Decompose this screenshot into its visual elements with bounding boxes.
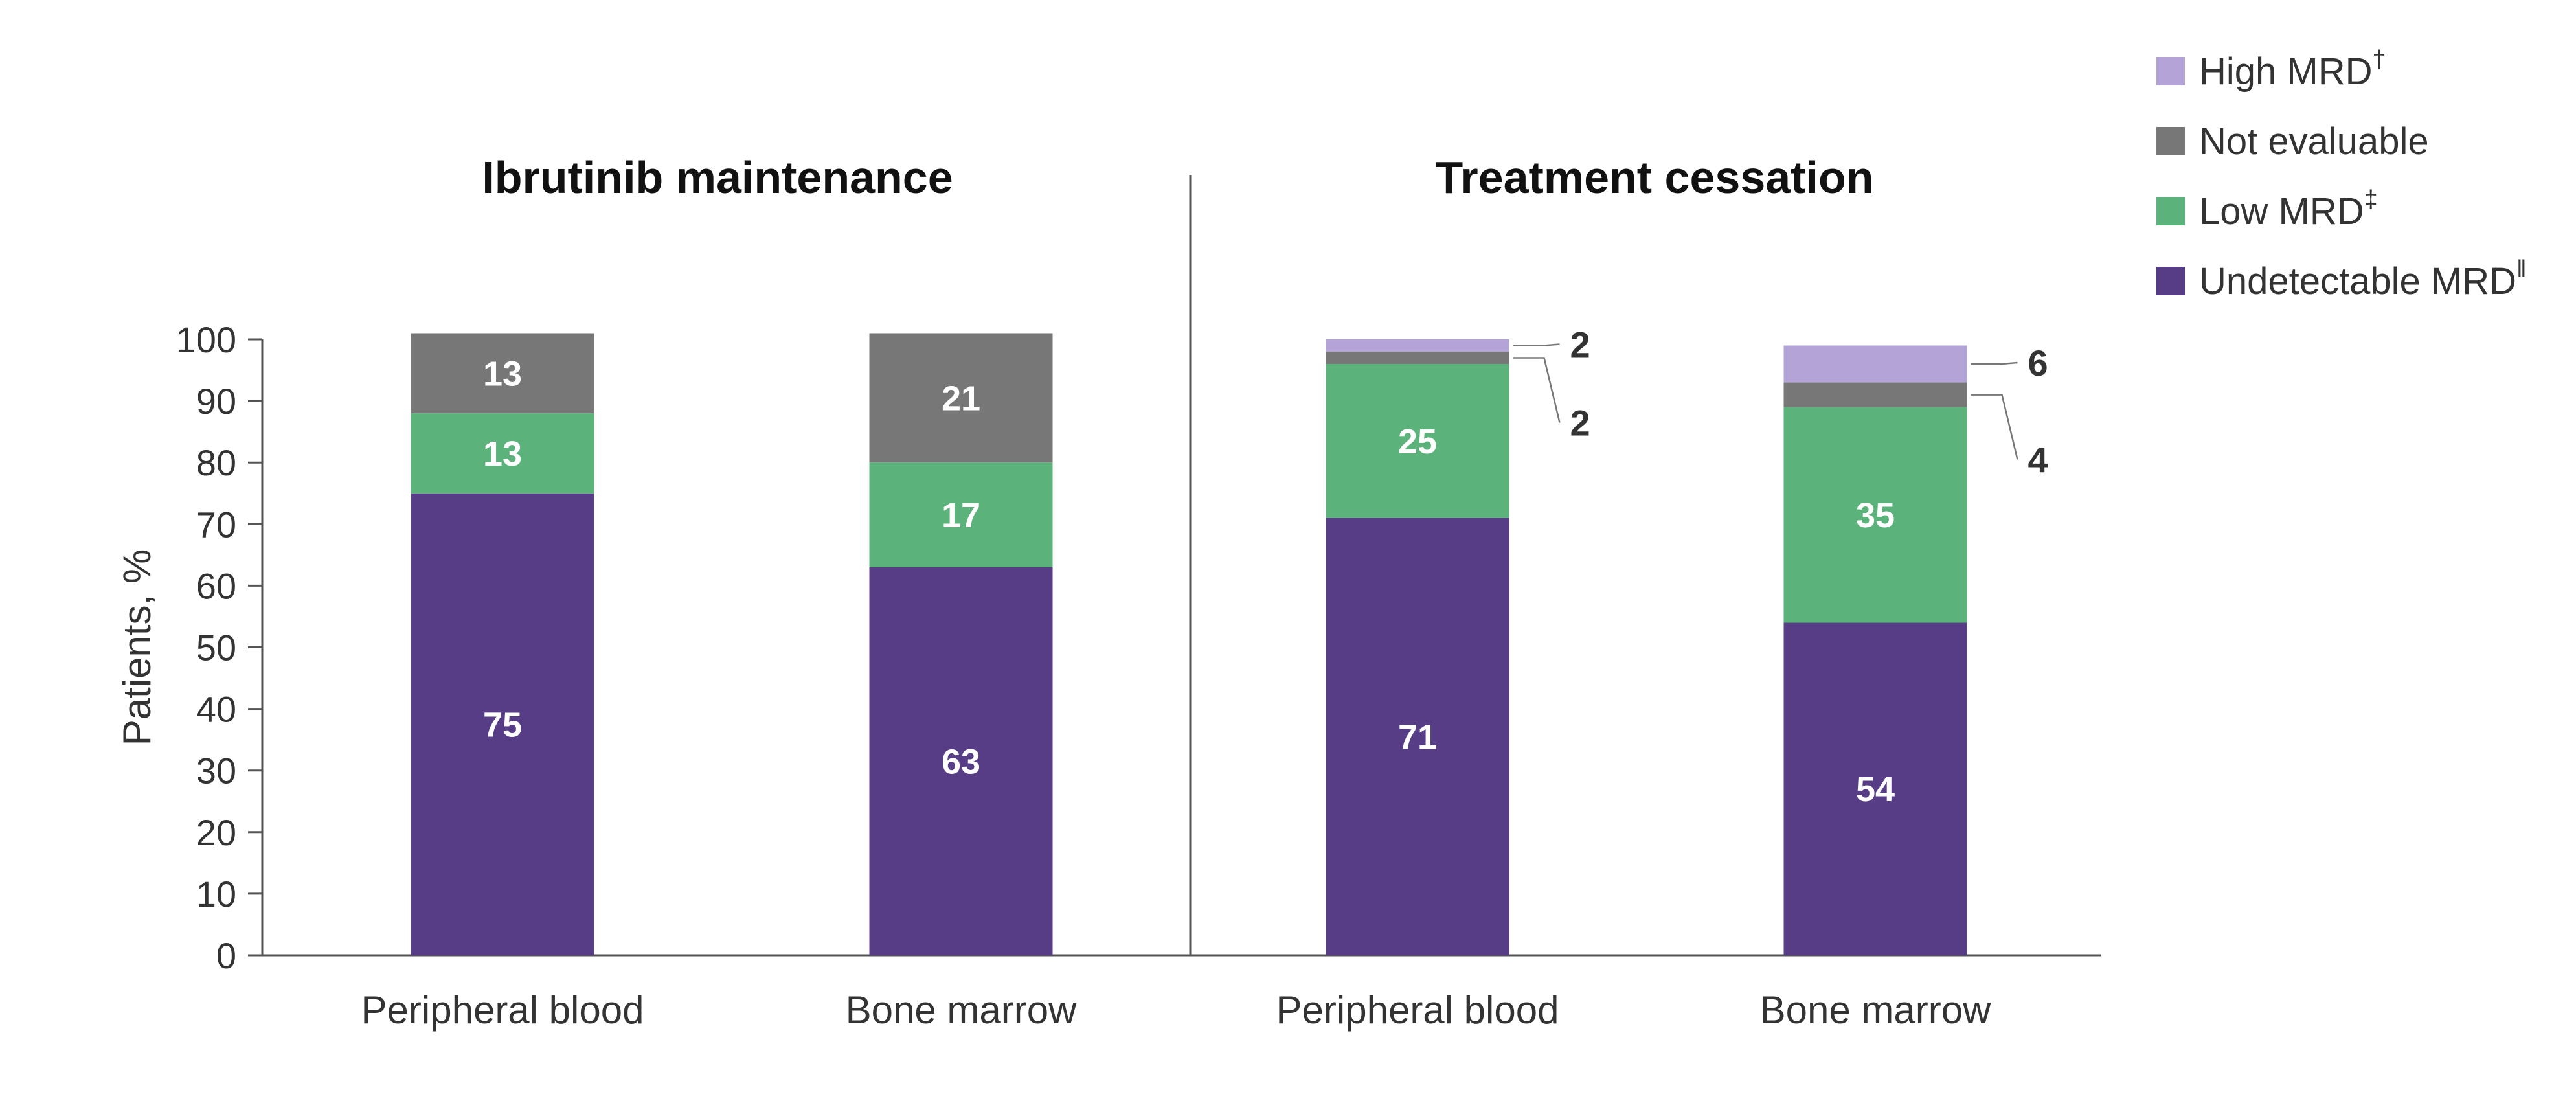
x-category-label: Bone marrow bbox=[846, 988, 1077, 1032]
y-tick-label: 70 bbox=[196, 504, 236, 545]
leader-line bbox=[1971, 361, 2018, 365]
data-label: 63 bbox=[942, 742, 980, 781]
y-tick-label: 90 bbox=[196, 381, 236, 422]
data-label: 17 bbox=[942, 496, 980, 535]
legend-label: Not evaluable bbox=[2199, 120, 2429, 163]
bar-segment bbox=[1326, 339, 1509, 352]
legend-swatch bbox=[2156, 197, 2185, 225]
legend-swatch bbox=[2156, 127, 2185, 155]
x-category-label: Peripheral blood bbox=[1276, 988, 1559, 1032]
bar-segment bbox=[1783, 407, 1967, 623]
axes-layer: 0 10 20 30 40 50 60 70 80 90 100 Patients, % bbox=[115, 175, 2101, 976]
legend-swatch bbox=[2156, 57, 2185, 85]
data-label: 2 bbox=[1570, 403, 1590, 444]
data-label: 13 bbox=[483, 354, 522, 393]
y-tick-label: 50 bbox=[196, 628, 236, 668]
data-label: 2 bbox=[1570, 324, 1590, 365]
legend-swatch bbox=[2156, 267, 2185, 295]
x-category-label: Peripheral blood bbox=[361, 988, 644, 1032]
data-label: 71 bbox=[1398, 718, 1437, 756]
data-label: 25 bbox=[1398, 422, 1437, 461]
bar-segment bbox=[1326, 517, 1509, 955]
data-label: 21 bbox=[942, 379, 980, 418]
leader-line bbox=[1971, 394, 2018, 460]
y-tick-label: 80 bbox=[196, 442, 236, 483]
y-tick-label: 60 bbox=[196, 565, 236, 606]
bar-segment bbox=[869, 567, 1053, 955]
data-label: 4 bbox=[2028, 440, 2048, 481]
data-label: 35 bbox=[1856, 496, 1895, 535]
bar-segment bbox=[411, 493, 594, 955]
bar-segment bbox=[1326, 364, 1509, 518]
leader-line bbox=[1513, 357, 1561, 423]
y-tick-label: 10 bbox=[196, 874, 236, 914]
legend-label: High MRD† bbox=[2199, 46, 2386, 93]
bar-segment bbox=[869, 333, 1053, 463]
y-tick-label: 0 bbox=[216, 935, 236, 976]
bar-segment bbox=[411, 413, 594, 494]
y-axis-title: Patients, % bbox=[115, 549, 159, 746]
bar-segment bbox=[1326, 352, 1509, 365]
legend-label: Low MRD‡ bbox=[2199, 186, 2378, 233]
data-label: 75 bbox=[483, 705, 522, 744]
legend: High MRD† Not evaluable Low MRD‡ Undetectab… bbox=[2156, 46, 2527, 302]
y-tick-label: 30 bbox=[196, 751, 236, 791]
leader-line bbox=[1513, 343, 1560, 346]
panel-title: Ibrutinib maintenance bbox=[482, 152, 953, 203]
panel-title: Treatment cessation bbox=[1436, 152, 1874, 203]
y-tick-label: 40 bbox=[196, 689, 236, 730]
y-tick-label: 20 bbox=[196, 812, 236, 853]
bar-segment bbox=[869, 462, 1053, 567]
bar-segment bbox=[1783, 622, 1967, 955]
bar-segment bbox=[1783, 382, 1967, 407]
bars-layer bbox=[411, 333, 1967, 955]
data-label: 6 bbox=[2028, 343, 2048, 383]
y-tick-label: 100 bbox=[176, 319, 236, 360]
x-category-label: Bone marrow bbox=[1760, 988, 1991, 1032]
legend-label: Undetectable MRD‖ bbox=[2199, 256, 2527, 302]
data-label: 13 bbox=[483, 435, 522, 473]
bar-segment bbox=[411, 333, 594, 414]
bar-segment bbox=[1783, 345, 1967, 383]
data-label: 54 bbox=[1856, 770, 1895, 809]
labels-layer: Ibrutinib maintenance Peripheral blood 75 1… bbox=[361, 152, 2048, 1032]
